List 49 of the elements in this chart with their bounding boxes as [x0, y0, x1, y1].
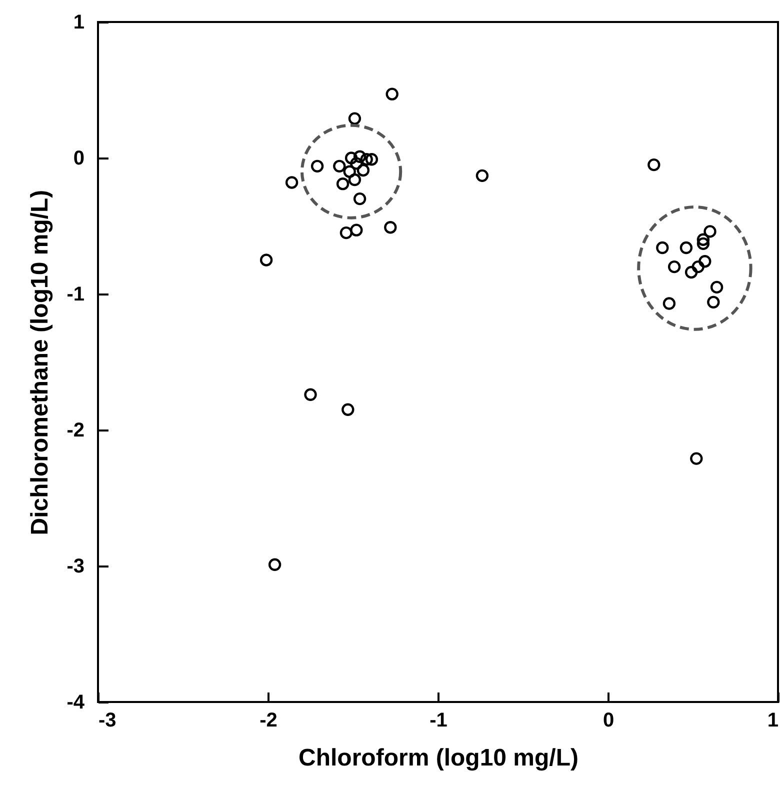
point — [343, 165, 356, 178]
point — [310, 160, 324, 172]
point — [668, 260, 681, 274]
y-tick-label: 0 — [73, 148, 84, 170]
point — [707, 296, 720, 308]
point — [698, 255, 712, 268]
point — [336, 178, 350, 190]
y-tick-label: -3 — [66, 556, 84, 578]
point — [704, 225, 716, 238]
point — [656, 241, 669, 254]
point — [348, 112, 362, 125]
x-tick-label: 0 — [602, 710, 614, 732]
y-tick-label: -2 — [66, 420, 84, 442]
point — [353, 150, 366, 163]
point — [365, 153, 378, 166]
y-axis-title: Dichloromethane (log10 mg/L) — [26, 190, 54, 536]
x-axis-title: Chloroform (log10 mg/L) — [298, 744, 578, 772]
point — [386, 88, 398, 100]
point — [285, 176, 298, 189]
point — [692, 260, 704, 274]
x-tick-label: -1 — [430, 710, 448, 732]
y-tick-label: 1 — [73, 12, 84, 34]
point — [648, 158, 660, 172]
point — [260, 254, 273, 266]
y-tick-label: -1 — [66, 284, 84, 306]
point — [696, 237, 710, 250]
x-tick-label: -3 — [98, 710, 116, 732]
point — [268, 558, 282, 571]
point — [342, 403, 354, 416]
point — [344, 152, 358, 164]
point — [680, 241, 693, 254]
y-tick-label: -4 — [66, 692, 86, 714]
point — [476, 169, 489, 182]
x-tick-label: -2 — [260, 710, 278, 732]
point — [384, 221, 397, 234]
point — [333, 160, 346, 172]
point — [662, 297, 676, 310]
point — [696, 233, 710, 246]
point — [710, 280, 724, 294]
point — [350, 224, 363, 236]
point — [690, 452, 703, 465]
x-tick-label: 1 — [767, 710, 778, 732]
point — [340, 226, 353, 240]
point — [304, 388, 317, 401]
point — [348, 173, 362, 186]
point — [356, 164, 370, 177]
point — [360, 153, 373, 166]
point — [684, 266, 698, 279]
point — [353, 192, 366, 206]
